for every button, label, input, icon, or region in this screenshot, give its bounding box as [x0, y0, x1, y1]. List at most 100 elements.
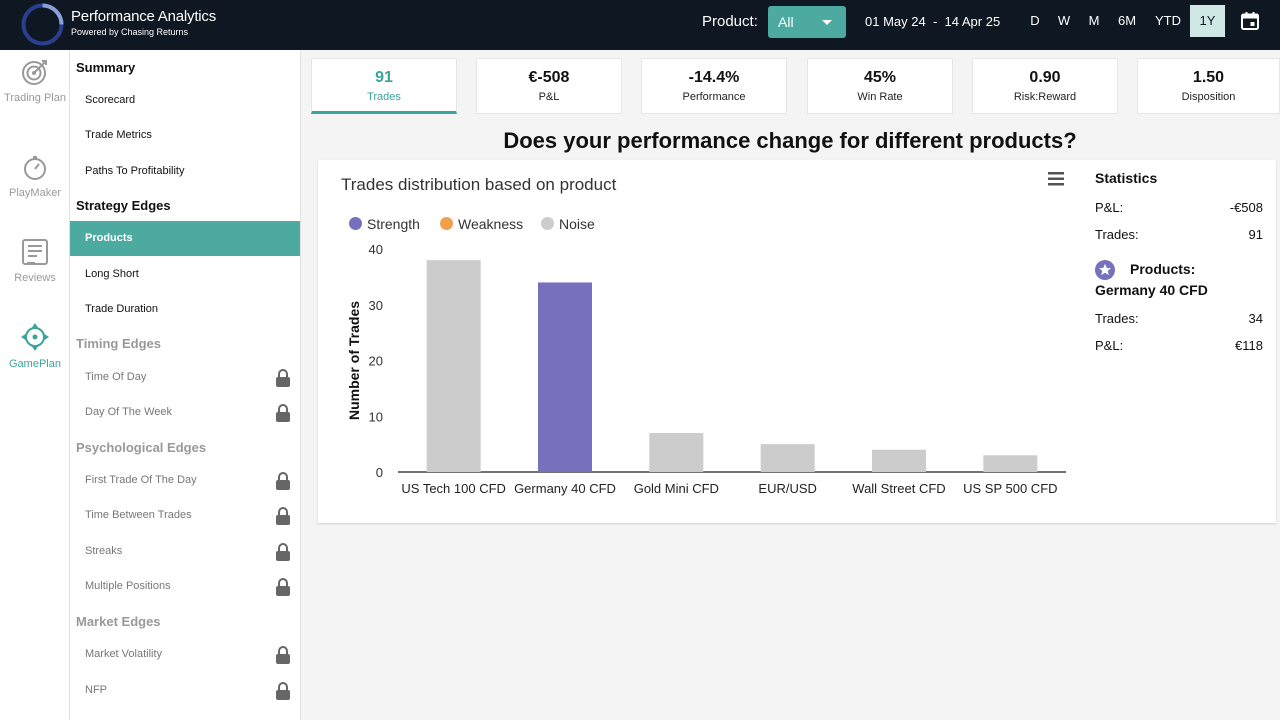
date-range[interactable]: 01 May 24 - 14 Apr 25: [865, 14, 1000, 29]
rail-item-playmaker[interactable]: PlayMaker: [0, 155, 70, 199]
product-filter-label: Product:: [702, 13, 758, 30]
period-button-6m[interactable]: 6M: [1117, 13, 1137, 28]
sidebar-item-trade-duration[interactable]: Trade Duration: [70, 292, 300, 327]
page-question: Does your performance change for differe…: [503, 128, 1077, 153]
x-tick-label: US SP 500 CFD: [963, 481, 1057, 496]
kpi-value: 1.50: [1192, 69, 1225, 86]
sidebar-item-products[interactable]: Products: [70, 221, 300, 256]
legend-dot: [349, 217, 362, 230]
sidebar-item-label: Streaks: [85, 545, 123, 557]
sidebar-item-multiple-positions[interactable]: Multiple Positions: [70, 569, 300, 604]
sidebar-item-market-volatility[interactable]: Market Volatility: [70, 637, 300, 672]
lock-icon: [276, 369, 290, 387]
lock-icon: [276, 682, 290, 700]
product-select[interactable]: All: [768, 6, 846, 38]
sidebar-item-streaks[interactable]: Streaks: [70, 534, 300, 569]
section-strategy-edges: Strategy Edges: [76, 198, 171, 213]
bar-us-sp-500-cfd[interactable]: [983, 455, 1038, 472]
highlighted-product-name: Germany 40 CFD: [1095, 282, 1208, 298]
stat-label: Trades:: [1095, 311, 1139, 326]
sidebar-item-trade-metrics[interactable]: Trade Metrics: [70, 118, 300, 153]
bar-wall-street-cfd[interactable]: [872, 449, 926, 472]
bar-us-tech-100-cfd[interactable]: [426, 260, 481, 472]
bar-gold-mini-cfd[interactable]: [649, 432, 704, 472]
rail-label-reviews: Reviews: [14, 272, 56, 284]
kpi-performance[interactable]: -14.4% Performance: [641, 58, 787, 114]
stat-label: P&L:: [1095, 200, 1124, 215]
app-subtitle: Powered by Chasing Returns: [71, 27, 189, 37]
date-start: 01 May 24: [865, 14, 926, 29]
lock-icon: [276, 404, 290, 422]
kpi-win-rate[interactable]: 45% Win Rate: [807, 58, 953, 114]
y-tick-label: 30: [369, 298, 383, 313]
sidebar-item-paths-to-profitability[interactable]: Paths To Profitability: [70, 154, 300, 189]
x-tick-label: EUR/USD: [758, 481, 817, 496]
kpi-value: 45%: [863, 69, 897, 86]
sidebar-item-nfp[interactable]: NFP: [70, 673, 300, 708]
calendar-icon[interactable]: [1240, 11, 1260, 31]
kpi-label: Risk:Reward: [1013, 91, 1077, 103]
kpi-risk-reward[interactable]: 0.90 Risk:Reward: [972, 58, 1118, 114]
kpi-pnl[interactable]: €-508 P&L: [476, 58, 622, 114]
period-button-w[interactable]: W: [1057, 13, 1071, 28]
kpi-label: Performance: [682, 91, 746, 103]
section-timing-edges: Timing Edges: [76, 336, 161, 351]
legend-item-weakness[interactable]: Weakness: [440, 216, 523, 232]
y-tick-label: 10: [369, 409, 383, 424]
rail-item-reviews[interactable]: Reviews: [0, 238, 70, 284]
lock-icon: [276, 472, 290, 490]
lock-icon: [276, 646, 290, 664]
bar-chart: 0 10 20 30 40 Number of Trades US Tech 100 CFD…: [346, 242, 1066, 496]
compass-icon: [21, 323, 49, 351]
kpi-label: P&L: [538, 91, 560, 103]
sidebar-item-time-of-day[interactable]: Time Of Day: [70, 360, 300, 395]
clipboard-icon: [22, 239, 48, 265]
sidebar-item-label: Market Volatility: [85, 648, 163, 660]
rail-item-trading-plan[interactable]: Trading Plan: [0, 58, 70, 104]
period-button-1y[interactable]: 1Y: [1190, 5, 1225, 37]
stat-label: Trades:: [1095, 227, 1139, 242]
product-select-value: All: [778, 14, 794, 30]
stat-value: 34: [1248, 311, 1263, 326]
sidebar-item-day-of-the-week[interactable]: Day Of The Week: [70, 395, 300, 430]
x-tick-label: Germany 40 CFD: [514, 481, 616, 496]
x-tick-label: US Tech 100 CFD: [401, 481, 506, 496]
x-tick-label: Gold Mini CFD: [634, 481, 719, 496]
bar-germany-40-cfd[interactable]: [538, 282, 592, 472]
sidebar-item-label: First Trade Of The Day: [85, 474, 197, 486]
sidebar-item-long-short[interactable]: Long Short: [70, 257, 300, 292]
legend-label: Weakness: [458, 216, 524, 232]
sidebar-item-label: Products: [85, 232, 133, 244]
target-icon: [22, 60, 47, 85]
period-button-m[interactable]: M: [1088, 13, 1100, 28]
sidebar-item-label: Trade Metrics: [85, 129, 152, 141]
legend-label: Strength: [367, 216, 420, 232]
chart-title: Trades distribution based on product: [341, 175, 617, 194]
left-rail: Trading Plan PlayMaker Reviews GamePlan: [0, 50, 70, 720]
rail-item-gameplan[interactable]: GamePlan: [0, 322, 70, 370]
section-market-edges: Market Edges: [76, 614, 161, 629]
sidebar-item-label: Paths To Profitability: [85, 165, 185, 177]
rail-label-trading-plan: Trading Plan: [4, 92, 66, 104]
kpi-disposition[interactable]: 1.50 Disposition: [1137, 58, 1280, 114]
bar-eur-usd[interactable]: [760, 444, 815, 472]
legend-item-strength[interactable]: Strength: [349, 216, 420, 232]
sidebar-item-scorecard[interactable]: Scorecard: [70, 83, 300, 118]
period-button-ytd[interactable]: YTD: [1155, 13, 1181, 28]
section-psychological-edges: Psychological Edges: [76, 440, 207, 455]
kpi-trades[interactable]: 91 Trades: [311, 58, 457, 114]
y-tick-label: 40: [369, 242, 383, 257]
period-button-d[interactable]: D: [1030, 13, 1040, 28]
kpi-label: Disposition: [1181, 91, 1236, 103]
date-separator: -: [932, 14, 938, 29]
products-label: Products:: [1130, 261, 1196, 277]
sidebar-item-label: Time Between Trades: [85, 509, 192, 521]
hamburger-menu-icon[interactable]: [1048, 172, 1064, 186]
legend-dot: [440, 217, 453, 230]
sidebar-item-first-trade-of-the-day[interactable]: First Trade Of The Day: [70, 463, 300, 498]
kpi-value: -14.4%: [688, 69, 740, 86]
sidebar-item-time-between-trades[interactable]: Time Between Trades: [70, 498, 300, 533]
legend-item-noise[interactable]: Noise: [541, 216, 595, 232]
app-title: Performance Analytics: [71, 8, 217, 25]
kpi-value: 91: [375, 69, 393, 86]
